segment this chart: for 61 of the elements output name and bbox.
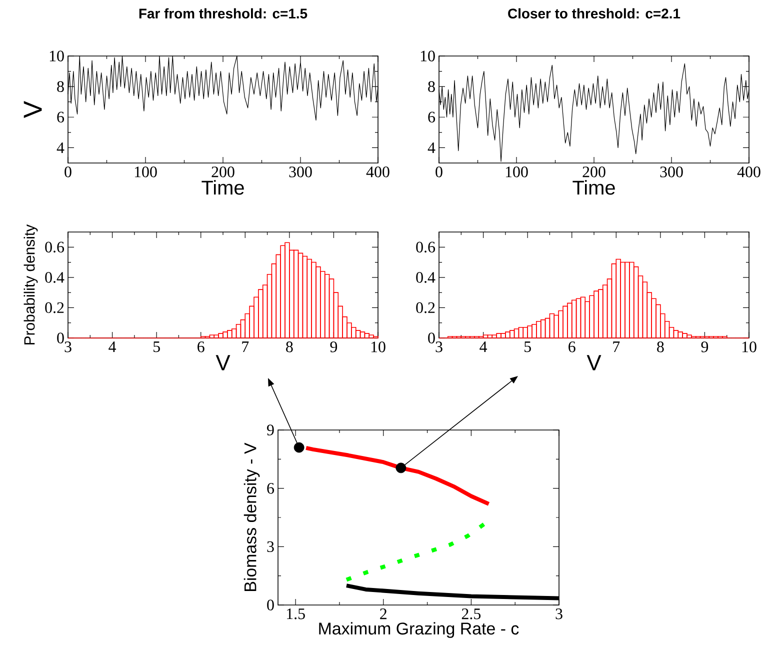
x-tick-label: 5 — [154, 342, 160, 352]
x-tick-label: 4 — [108, 342, 116, 352]
x-tick-label: 100 — [506, 166, 528, 178]
y-tick-label: 8 — [428, 81, 435, 92]
y-tick-label: 6 — [428, 112, 436, 122]
y-axis-title: Probability density — [24, 224, 38, 344]
x-tick-label: 0 — [436, 166, 442, 178]
x-tick-label: 3 — [556, 608, 562, 620]
x-tick-label: 4 — [480, 342, 488, 352]
x-tick-label: 0 — [64, 166, 72, 178]
y-tick-label: 0.6 — [45, 242, 64, 253]
x-tick-label: 9 — [330, 342, 338, 352]
x-tick-label: 3 — [436, 342, 442, 352]
x-axis-title: V — [586, 355, 602, 370]
x-axis-title: Time — [202, 180, 244, 195]
x-tick-label: 6 — [568, 342, 576, 352]
y-tick-label: 10 — [50, 50, 64, 62]
x-axis-title: V — [216, 355, 230, 370]
y-tick-label: 0.2 — [45, 302, 64, 314]
x-tick-label: 400 — [737, 166, 760, 178]
x-tick-label: 6 — [198, 342, 204, 352]
y-tick-label: 8 — [57, 81, 64, 92]
y-tick-label: 6 — [57, 112, 64, 122]
x-tick-label: 400 — [366, 166, 390, 178]
y-tick-label: 4 — [56, 142, 64, 153]
x-tick-label: 1.5 — [287, 608, 305, 620]
y-tick-label: 10 — [420, 50, 435, 62]
x-tick-label: 9 — [701, 342, 708, 352]
y-tick-label: 0.4 — [45, 272, 64, 283]
line-series — [304, 446, 491, 506]
x-tick-label: 300 — [289, 166, 312, 178]
x-tick-label: 2 — [380, 608, 386, 620]
x-tick-label: 7 — [242, 342, 249, 352]
x-tick-label: 3 — [64, 342, 72, 352]
chart-title: Closer to threshold: c=2.1 — [508, 8, 680, 18]
x-tick-label: 300 — [660, 166, 683, 178]
x-tick-label: 5 — [524, 342, 531, 352]
y-tick-label: 0 — [267, 600, 274, 610]
y-tick-label: 6 — [267, 482, 274, 494]
x-tick-label: 8 — [657, 342, 664, 352]
x-tick-label: 2.5 — [462, 608, 481, 620]
y-tick-label: 0.2 — [416, 302, 435, 314]
y-tick-label: 0 — [428, 332, 435, 344]
x-tick-label: 200 — [582, 166, 606, 178]
y-tick-label: 4 — [428, 142, 436, 153]
y-tick-label: 0.4 — [416, 272, 436, 283]
x-axis-title: Maximum Grazing Rate - c — [319, 622, 519, 638]
y-axis-title: Biomass density - V — [244, 442, 260, 591]
x-tick-label: 200 — [212, 166, 234, 178]
x-tick-label: 10 — [371, 342, 386, 352]
y-tick-label: 9 — [267, 424, 274, 436]
y-tick-label: 3 — [267, 541, 274, 552]
y-tick-label: 0.6 — [416, 242, 436, 253]
chart-title: Far from threshold: c=1.5 — [139, 8, 308, 18]
y-tick-label: 0 — [57, 332, 64, 344]
y-axis-title: V — [24, 100, 42, 118]
x-tick-label: 10 — [742, 342, 756, 352]
x-tick-label: 7 — [613, 342, 620, 352]
x-tick-label: 100 — [134, 166, 157, 178]
x-tick-label: 8 — [286, 342, 293, 352]
x-axis-title: Time — [572, 180, 615, 195]
